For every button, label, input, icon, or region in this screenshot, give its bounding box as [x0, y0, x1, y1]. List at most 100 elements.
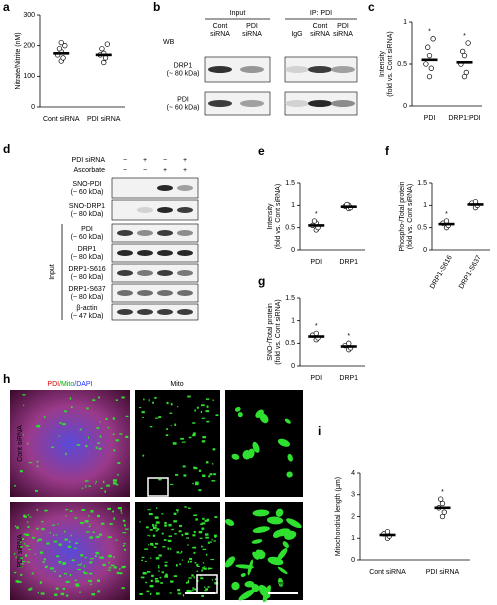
mito-dot: [193, 551, 196, 554]
y-tick-label: 0.5: [285, 340, 295, 347]
title-part: /Mito: [59, 381, 74, 388]
mito-dot: [100, 487, 103, 489]
y-axis-label: (fold vs. Cont siRNA): [275, 184, 282, 249]
mito-dot: [35, 489, 38, 492]
mito-dot: [202, 474, 206, 477]
mito-dot: [193, 467, 198, 470]
mito-dot: [108, 561, 110, 564]
mito-dot: [192, 422, 196, 424]
mito-dot: [20, 573, 23, 576]
mito-dot: [85, 445, 88, 448]
mito-dot: [62, 587, 66, 590]
mito-dot: [175, 474, 179, 476]
y-tick-label: 2: [351, 513, 355, 520]
mito-dot: [84, 520, 89, 523]
mito-dot: [165, 573, 168, 576]
y-axis-label: Intensity: [379, 50, 386, 77]
mito-dot: [158, 478, 162, 481]
mito-dot: [120, 512, 123, 514]
condition-sign: −: [143, 167, 147, 174]
blot-band: [308, 66, 332, 73]
mito-dot: [31, 572, 34, 575]
mito-dot: [121, 565, 125, 569]
wb-label: WB: [163, 39, 175, 46]
blot-band: [331, 100, 355, 107]
mito-dot: [139, 407, 142, 409]
mito-dot: [65, 452, 67, 456]
mito-dot: [85, 531, 90, 533]
mito-blob: [252, 441, 260, 453]
mito-dot: [28, 588, 32, 591]
data-point: [426, 73, 433, 80]
mito-blob: [234, 406, 241, 412]
mito-dot: [64, 538, 68, 541]
mito-dot: [204, 590, 207, 592]
row-size: (~ 60 kDa): [71, 189, 104, 196]
mito-dot: [26, 521, 29, 523]
mito-dot: [88, 525, 91, 528]
y-tick-label: 0: [423, 247, 427, 254]
blot-band: [157, 270, 173, 276]
mito-dot: [207, 567, 211, 570]
y-tick-label: 1.5: [285, 180, 295, 187]
mito-dot: [192, 432, 196, 435]
lane-label: Cont: [213, 23, 228, 30]
mito-dot: [161, 571, 165, 574]
data-point: [463, 69, 469, 76]
mito-dot: [215, 414, 219, 416]
row-size: (~ 80 kDa): [71, 294, 104, 301]
mito-dot: [119, 433, 123, 435]
mito-dot: [149, 542, 154, 546]
lane-label: siRNA: [242, 31, 262, 38]
mito-dot: [108, 554, 112, 558]
mito-dot: [90, 583, 92, 586]
mito-dot: [58, 561, 62, 563]
mito-dot: [98, 396, 100, 399]
mito-dot: [15, 525, 17, 528]
mito-dot: [23, 514, 26, 518]
mito-dot: [163, 539, 167, 541]
mito-dot: [41, 520, 44, 523]
mito-blob: [231, 581, 240, 591]
column-title: PDI/Mito/DAPI: [47, 381, 92, 388]
mito-dot: [58, 575, 62, 577]
mito-dot: [164, 521, 167, 525]
mito-dot: [57, 523, 59, 525]
y-tick-label: 0.5: [417, 225, 427, 232]
micrograph: [135, 502, 220, 600]
mito-dot: [152, 523, 154, 527]
mito-dot: [51, 446, 55, 448]
y-axis-label: SNO-/Total protein: [267, 303, 274, 361]
mito-blob: [287, 453, 293, 462]
mito-dot: [83, 570, 85, 574]
data-point: [384, 529, 391, 535]
mito-dot: [200, 577, 204, 580]
mito-blob: [252, 551, 260, 560]
mito-dot: [170, 580, 174, 583]
mito-dot: [36, 424, 41, 428]
mito-dot: [43, 416, 46, 418]
mito-dot: [188, 577, 192, 579]
mito-dot: [170, 547, 172, 551]
y-axis-label: (fold vs. Cont siRNA): [387, 31, 394, 96]
mito-dot: [214, 578, 217, 581]
mito-dot: [64, 410, 68, 413]
panel-label: g: [258, 274, 265, 288]
mito-dot: [203, 567, 207, 570]
mito-dot: [141, 556, 145, 559]
mito-dot: [213, 534, 217, 538]
mito-dot: [155, 529, 158, 532]
mito-dot: [124, 548, 126, 551]
mito-dot: [164, 575, 169, 578]
condition-name: Ascorbate: [73, 167, 105, 174]
mito-dot: [173, 575, 178, 578]
mito-dot: [149, 584, 154, 588]
blot-band: [157, 207, 173, 213]
blot-band: [177, 309, 193, 315]
mito-dot: [146, 590, 150, 593]
mito-dot: [205, 461, 209, 464]
mito-dot: [31, 536, 35, 539]
column-title: Mito: [170, 381, 183, 388]
row-name: PDI: [177, 96, 189, 103]
blot-band: [137, 230, 153, 236]
